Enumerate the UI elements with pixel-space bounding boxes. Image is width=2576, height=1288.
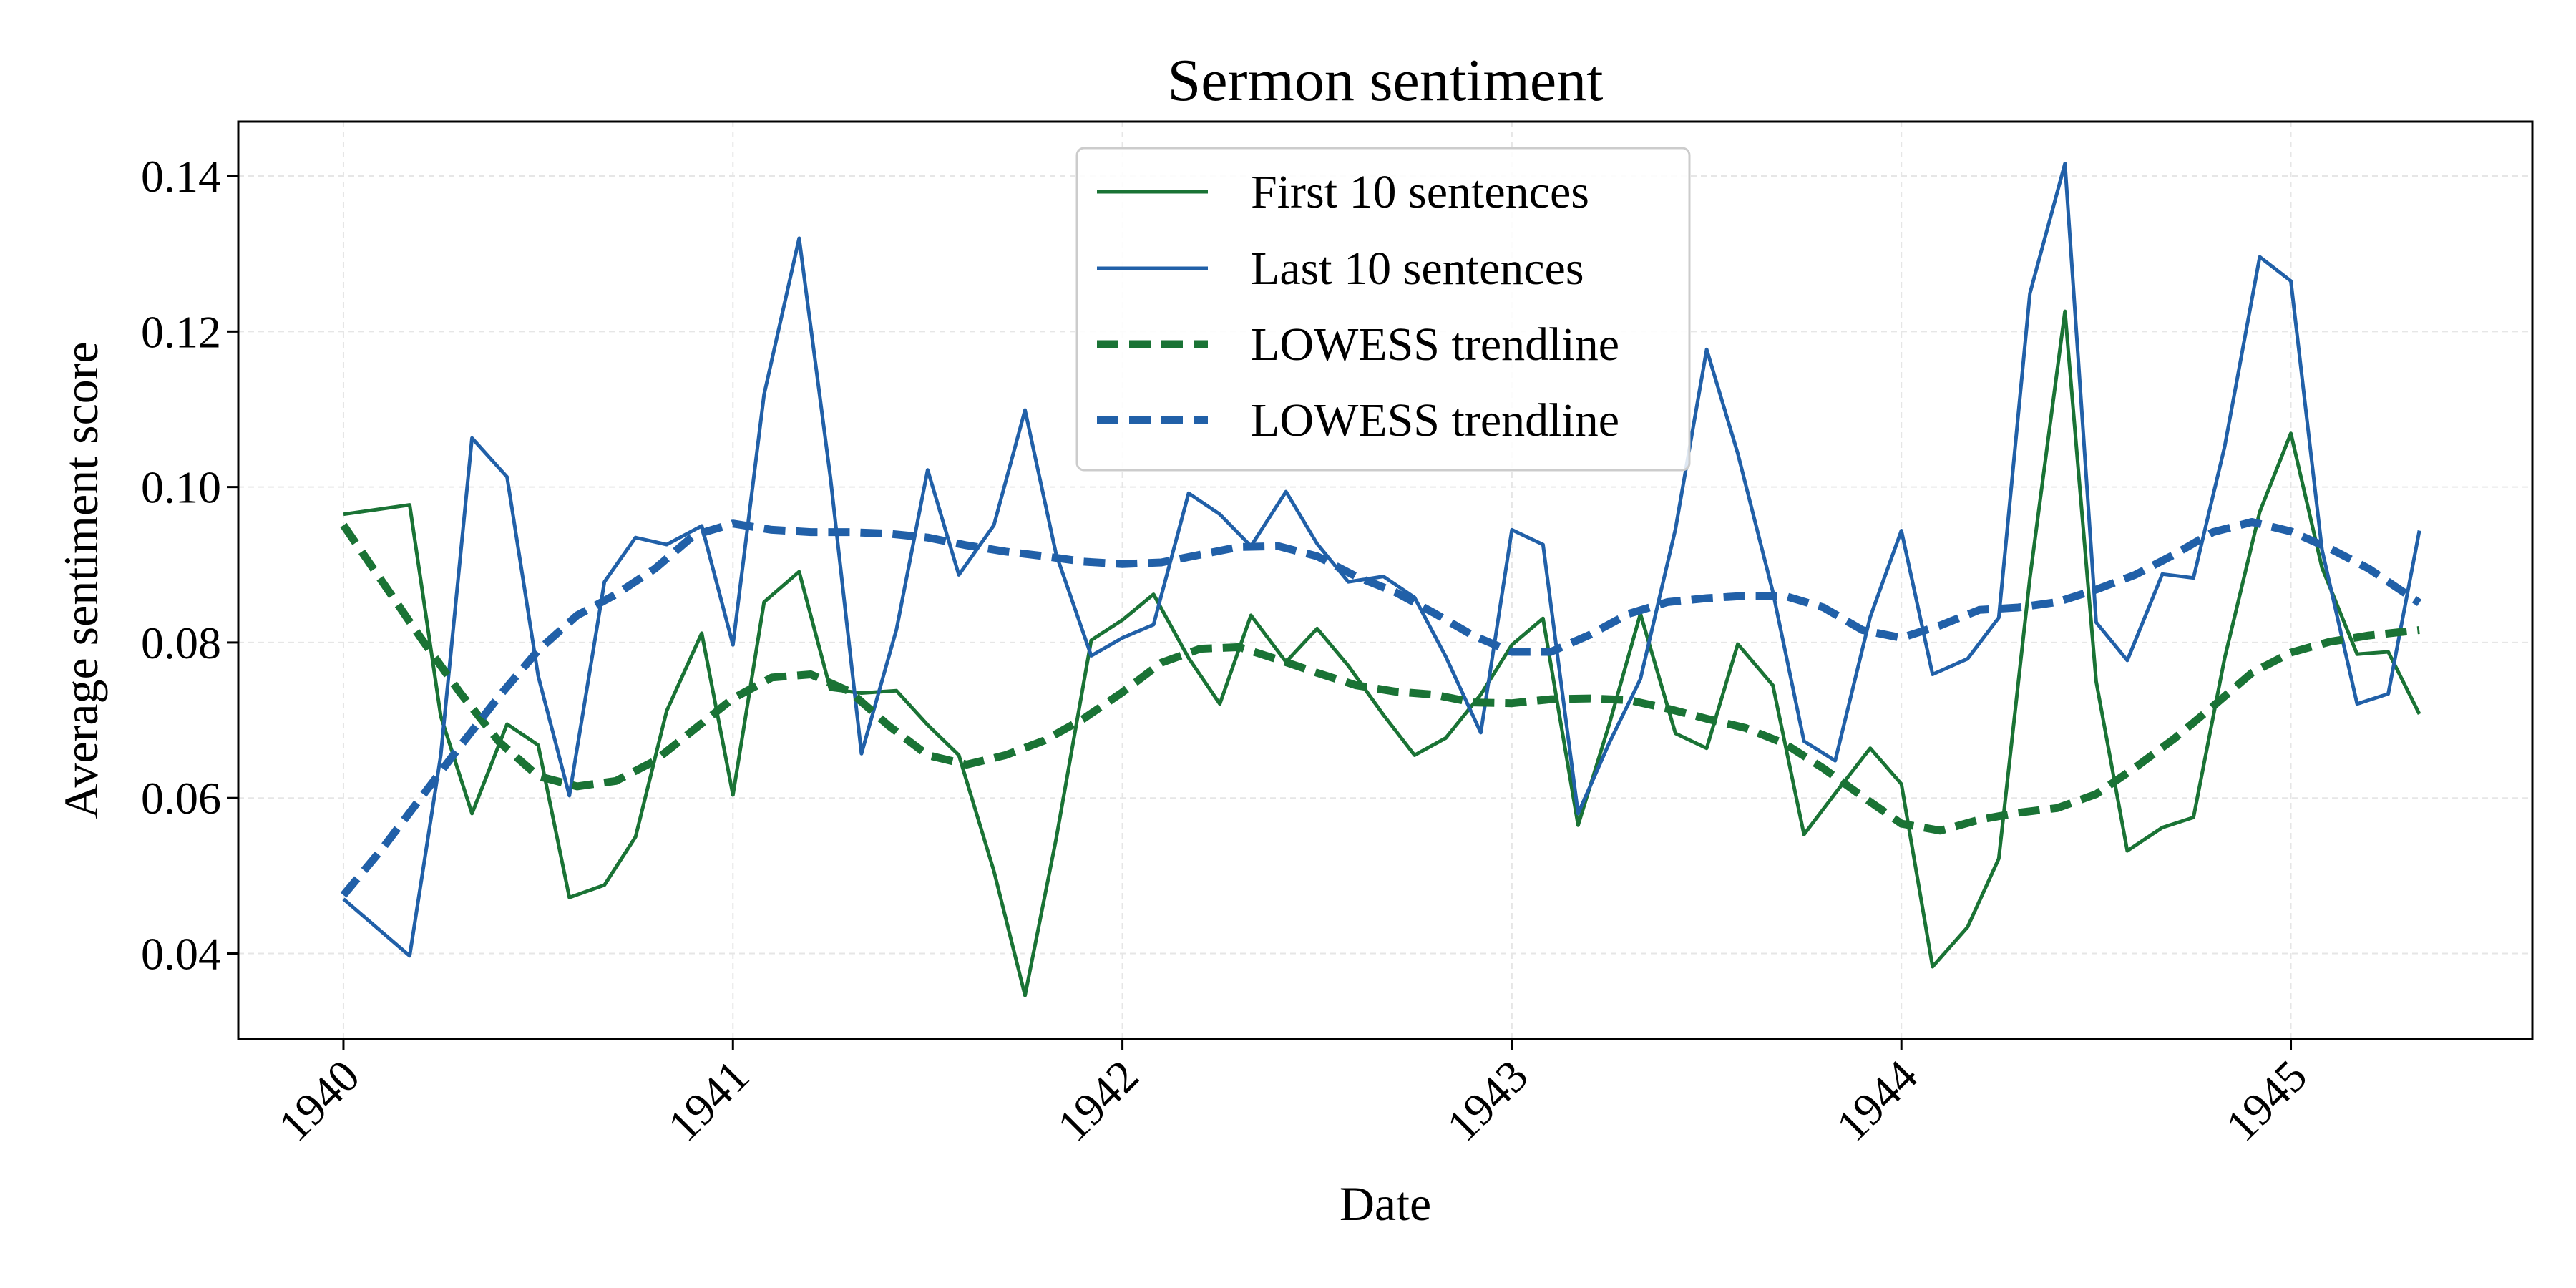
- y-tick-label: 0.08: [141, 618, 221, 668]
- legend-entry-label: First 10 sentences: [1251, 166, 1589, 218]
- legend-box: [1075, 147, 1691, 472]
- y-tick-label: 0.06: [141, 773, 221, 824]
- x-axis-label: Date: [1340, 1176, 1431, 1231]
- legend: First 10 sentences Last 10 sentences LOWES…: [1075, 147, 1691, 472]
- legend-entry-label: LOWESS trendline: [1251, 394, 1619, 447]
- legend-entry-label: LOWESS trendline: [1251, 318, 1619, 371]
- series-line-trend-2: [340, 522, 2420, 835]
- y-axis-ticks: 0.04 0.06 0.08 0.10 0.12 0.14: [141, 151, 238, 979]
- chart-title: Sermon sentiment: [1168, 47, 1604, 114]
- series-line-1: [342, 162, 2421, 958]
- y-axis-label: Average sentiment score: [54, 341, 108, 819]
- plot-area-frame: [237, 120, 2534, 1040]
- y-tick-label: 0.12: [141, 306, 221, 357]
- legend-entry-label: Last 10 sentences: [1251, 243, 1584, 295]
- y-tick-label: 0.14: [141, 151, 221, 202]
- y-tick-label: 0.10: [141, 462, 221, 513]
- series-layer: [340, 162, 2422, 997]
- y-tick-label: 0.04: [141, 928, 221, 979]
- series-line-trend-3: [340, 518, 2422, 898]
